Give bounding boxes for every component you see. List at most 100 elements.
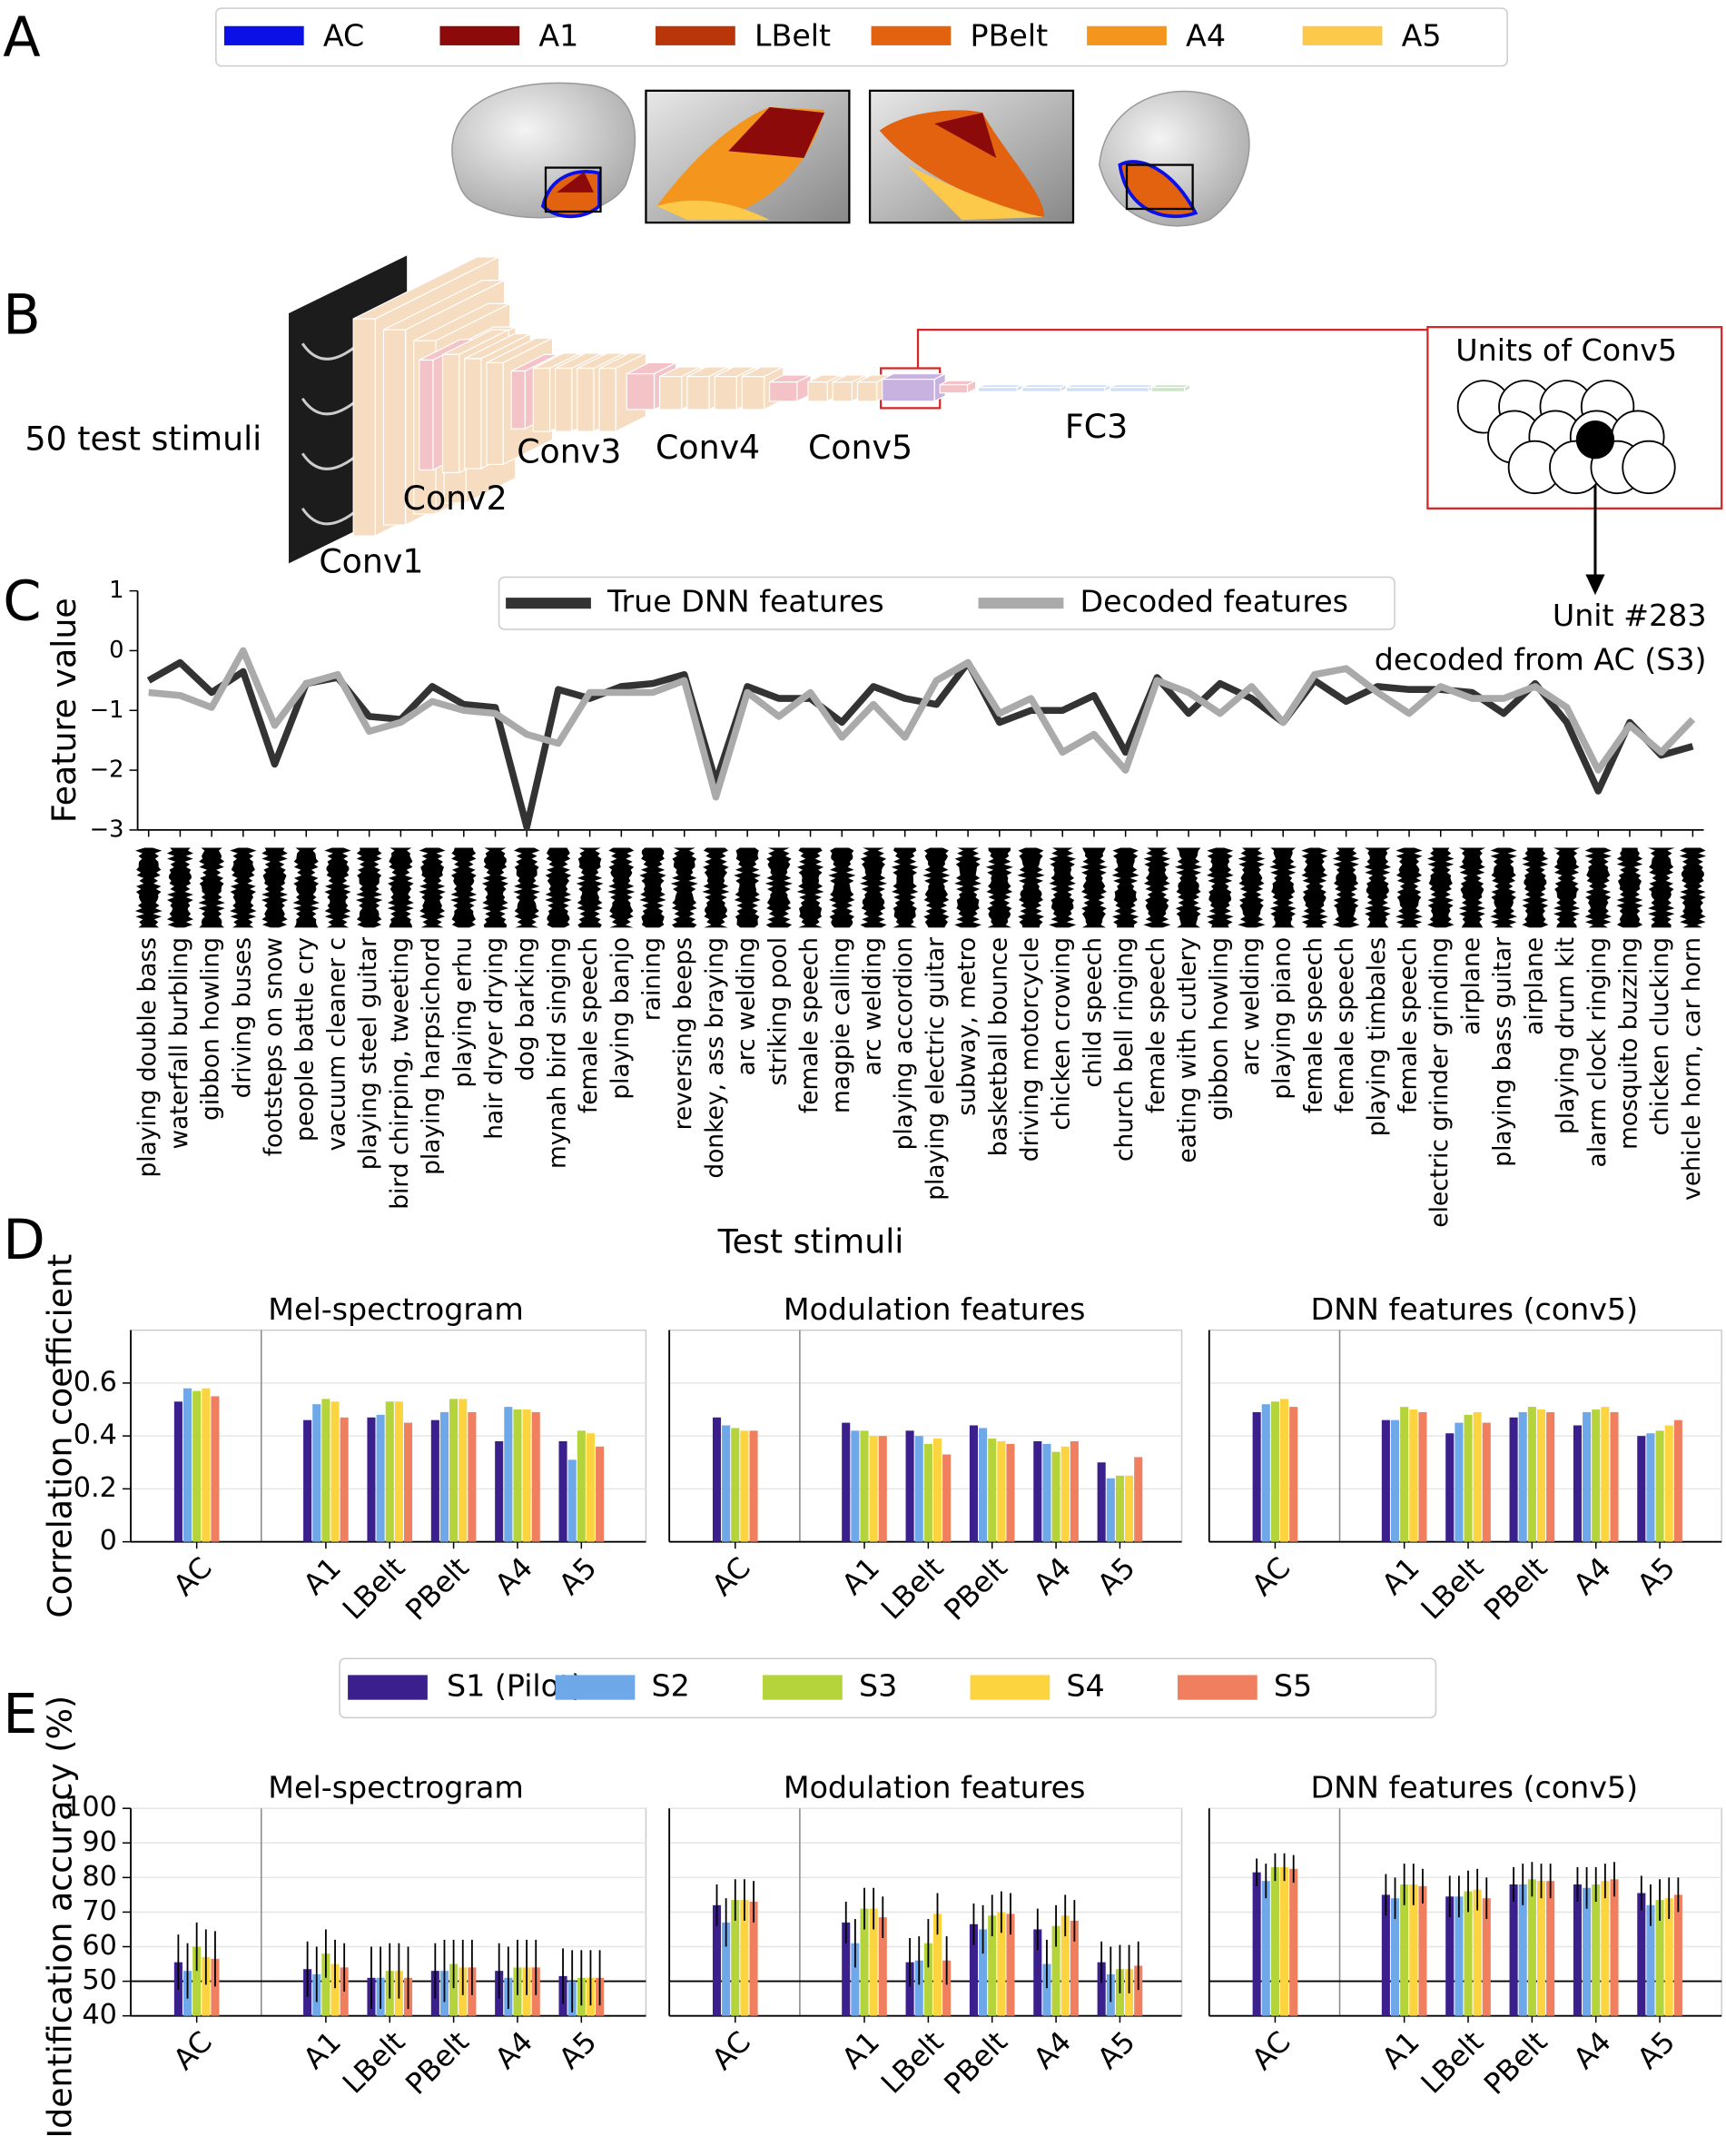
waveform [1269, 847, 1297, 928]
panel-label: E [3, 1683, 37, 1746]
panel-label: D [3, 1209, 45, 1272]
legend-swatch [223, 25, 304, 45]
bar [211, 1958, 220, 2016]
chart-title: Mel-spectrogram [268, 1291, 524, 1327]
bar [1060, 1446, 1070, 1542]
waveform [1017, 847, 1045, 928]
x-tick-label: church bell ringing [1110, 937, 1139, 1162]
legend-label: A5 [1402, 17, 1442, 53]
bar [923, 1443, 932, 1542]
waveform [545, 847, 572, 928]
y-tick-label: 50 [82, 1964, 117, 1996]
x-tick-label: A5 [1091, 1551, 1141, 1601]
bar [211, 1396, 220, 1542]
layer-slab [382, 329, 407, 526]
legend-swatch [1177, 1675, 1258, 1700]
x-tick-label: playing double bass [133, 937, 162, 1178]
layer-label: Conv1 [319, 541, 423, 580]
x-tick-label: raining [638, 937, 666, 1021]
panel-label: B [3, 284, 41, 348]
bar [439, 1411, 449, 1542]
layer-slab [807, 381, 828, 402]
bar [851, 1943, 860, 2016]
x-tick-label: footsteps on snow [260, 937, 288, 1156]
bar [722, 1922, 731, 2016]
x-tick-label: people battle cry [291, 937, 320, 1142]
waveform [891, 847, 919, 928]
x-tick-label: chicken clucking [1646, 937, 1674, 1136]
bar [1473, 1411, 1482, 1542]
legend-swatch [439, 25, 520, 45]
bar [1664, 1898, 1673, 2016]
bar [303, 1419, 312, 1542]
x-tick-label: A1 [1376, 1551, 1426, 1601]
waveform [1458, 847, 1486, 928]
bar [1546, 1881, 1555, 2016]
bar [1115, 1475, 1124, 1542]
bar [932, 1439, 942, 1542]
y-tick-label: 70 [82, 1895, 117, 1927]
bar [182, 1388, 192, 1542]
legend-label: S3 [859, 1668, 897, 1704]
x-tick-label: PBelt [939, 2025, 1014, 2101]
x-tick-label: vacuum cleaner c [322, 937, 350, 1152]
x-tick-label: striking pool [764, 937, 792, 1086]
chart-title: Modulation features [784, 1291, 1086, 1327]
bar [430, 1419, 439, 1542]
bar [1390, 1898, 1400, 2016]
x-tick-label: AC [168, 2025, 219, 2076]
waveform [1553, 847, 1581, 928]
bar [1536, 1881, 1546, 2016]
x-tick-label: hair dryer drying [480, 937, 508, 1140]
x-tick-label: playing steel guitar [354, 937, 382, 1170]
y-tick-label: 100 [64, 1792, 117, 1824]
x-tick-label: LBelt [875, 1551, 950, 1626]
bar [504, 1407, 513, 1542]
x-tick-label: playing erhu [449, 937, 477, 1088]
bar [376, 1414, 385, 1542]
x-tick-label: LBelt [1415, 2025, 1490, 2100]
x-tick-label: driving buses [228, 937, 256, 1099]
bar [385, 1401, 394, 1542]
bar [1060, 1915, 1070, 2016]
x-tick-label: female speech [1142, 937, 1170, 1113]
unit-circle [1622, 440, 1676, 495]
bar [1418, 1411, 1427, 1542]
waveform [355, 847, 383, 928]
bar [558, 1440, 567, 1542]
bar [1445, 1896, 1455, 2016]
x-tick-label: magpie calling [827, 937, 855, 1113]
bar [567, 1459, 577, 1542]
bar [1400, 1407, 1409, 1542]
bar [1390, 1419, 1400, 1542]
bar [1097, 1962, 1106, 2016]
bar [731, 1428, 740, 1542]
x-tick-label: A4 [489, 2025, 539, 2075]
waveform [1490, 847, 1517, 928]
x-tick-label: playing accordion [890, 937, 918, 1150]
y-tick-label: 80 [82, 1861, 117, 1893]
bar [1455, 1896, 1464, 2016]
legend-label: LBelt [755, 17, 831, 53]
bar [1583, 1411, 1592, 1542]
bar [394, 1401, 403, 1542]
bar [1664, 1425, 1673, 1542]
bar [1006, 1443, 1015, 1542]
x-tick-label: playing electric guitar [922, 937, 950, 1201]
bar [1006, 1914, 1015, 2016]
waveform [1300, 847, 1328, 928]
network-diagram [289, 255, 1723, 596]
bar [914, 1436, 923, 1542]
panel-label: C [3, 569, 41, 633]
layer-slab [486, 361, 504, 466]
x-tick-label: airplane [1457, 937, 1485, 1035]
waveform [1396, 847, 1423, 928]
waveform [670, 847, 698, 928]
bar [1070, 1440, 1079, 1542]
waveform [261, 847, 289, 928]
waveform [1111, 847, 1139, 928]
layer-slab [598, 367, 616, 432]
bar [1610, 1879, 1619, 2016]
waveform [1080, 847, 1108, 928]
x-tick-label: playing drum kit [1552, 937, 1580, 1134]
